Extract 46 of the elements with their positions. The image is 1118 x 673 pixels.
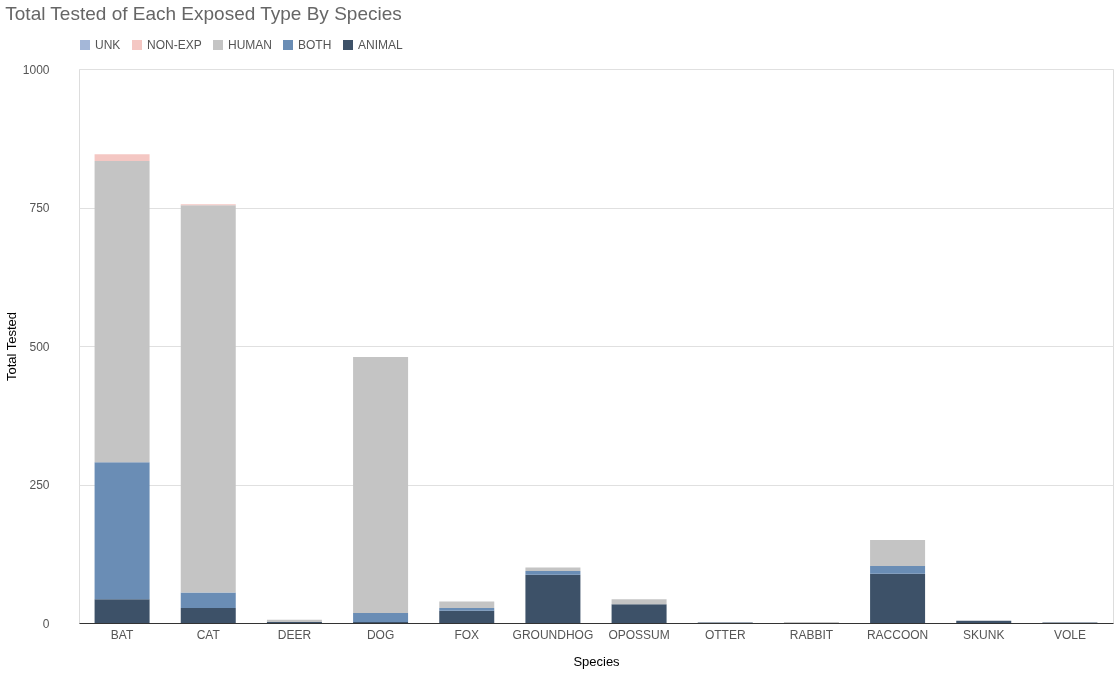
x-tick-label: DOG xyxy=(366,627,395,642)
bar xyxy=(870,573,926,623)
y-tick-label: 750 xyxy=(29,201,50,215)
x-tick-label: VOLE xyxy=(1053,627,1086,642)
bar xyxy=(94,160,150,463)
bar xyxy=(180,205,236,593)
bar xyxy=(94,154,150,161)
bar xyxy=(353,357,409,614)
bar xyxy=(611,599,667,605)
x-axis-title: Species xyxy=(573,653,621,669)
bar xyxy=(94,462,150,600)
x-tick-label: RABBIT xyxy=(789,627,834,642)
legend-label: HUMAN xyxy=(228,38,272,52)
bar xyxy=(439,608,495,611)
legend-label: BOTH xyxy=(298,38,332,52)
y-tick-label: 1000 xyxy=(22,62,50,77)
bar xyxy=(180,592,236,609)
bar xyxy=(956,620,1012,623)
bar xyxy=(870,565,926,574)
y-tick-label: 500 xyxy=(29,339,50,354)
x-tick-label: GROUNDHOG xyxy=(512,627,594,642)
legend-label: NON-EXP xyxy=(147,38,202,52)
bar xyxy=(525,574,581,623)
x-tick-label: SKUNK xyxy=(963,627,1005,642)
bar xyxy=(611,604,667,623)
bar xyxy=(353,613,409,622)
y-tick-label: 0 xyxy=(42,616,50,631)
bar xyxy=(439,610,495,623)
x-tick-label: CAT xyxy=(196,627,221,642)
x-tick-label: RACCOON xyxy=(866,627,929,642)
x-tick-label: OTTER xyxy=(704,627,746,642)
bar xyxy=(525,567,581,571)
bar xyxy=(525,570,581,575)
x-tick-label: FOX xyxy=(454,627,480,642)
x-tick-label: OPOSSUM xyxy=(608,627,670,642)
bar xyxy=(439,601,495,609)
bar xyxy=(870,539,926,566)
legend-label: ANIMAL xyxy=(358,38,403,52)
x-tick-label: DEER xyxy=(277,627,312,642)
bar xyxy=(94,599,150,623)
legend-label: UNK xyxy=(95,38,121,52)
x-tick-label: BAT xyxy=(110,627,134,642)
chart-title: Total Tested of Each Exposed Type By Species xyxy=(5,3,402,24)
y-axis-title: Total Tested xyxy=(3,311,19,382)
y-tick-label: 250 xyxy=(29,478,50,492)
bar xyxy=(180,608,236,623)
